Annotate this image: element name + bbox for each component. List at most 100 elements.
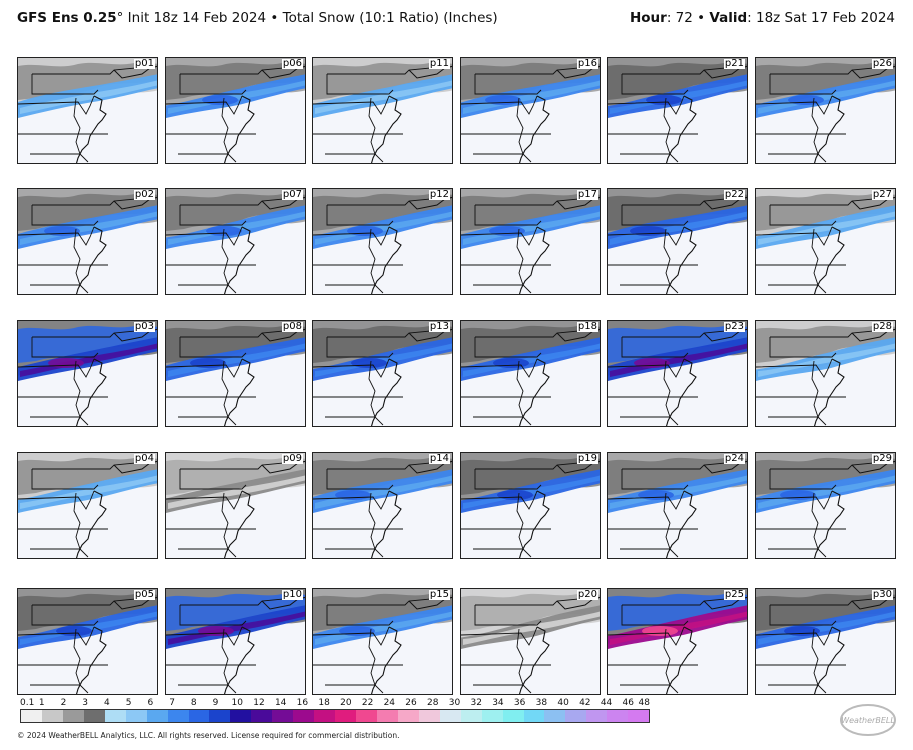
state-borders xyxy=(608,190,747,294)
snow-band-core xyxy=(463,80,600,114)
colorbar-swatch xyxy=(523,710,545,722)
member-panel-p30: p30 xyxy=(755,588,896,695)
member-label: p30 xyxy=(871,589,893,600)
colorbar-tick-label: 2 xyxy=(60,698,67,708)
map-title: GFS Ens 0.25° Init 18z 14 Feb 2024 • Tot… xyxy=(17,10,498,26)
snow-field-mid xyxy=(461,193,600,231)
member-panel-p05: p05 xyxy=(17,588,158,695)
colorbar-tick-label: 48 xyxy=(638,698,650,708)
snow-field-mid xyxy=(756,193,895,231)
snow-map-p26 xyxy=(756,58,895,163)
member-panel-p20: p20 xyxy=(460,588,601,695)
snow-max xyxy=(190,358,226,368)
snow-map-p17 xyxy=(461,189,600,294)
snow-field-mid xyxy=(756,457,895,495)
snow-map-p21 xyxy=(608,58,747,163)
colorbar-swatch xyxy=(586,710,608,722)
member-panel-p08: p08 xyxy=(165,320,306,427)
snow-field-mid xyxy=(18,62,157,100)
snow-field-mid xyxy=(18,193,157,231)
member-panel-p01: p01 xyxy=(17,57,158,164)
member-panel-p04: p04 xyxy=(17,452,158,559)
colorbar-tick-label: 10 xyxy=(231,698,243,708)
colorbar-swatch xyxy=(544,710,566,722)
member-panel-p07: p07 xyxy=(165,188,306,295)
snow-field-mid xyxy=(166,325,305,363)
snow-field-mid xyxy=(608,62,747,100)
colorbar-tick-label: 34 xyxy=(492,698,504,708)
member-label: p11 xyxy=(428,58,450,69)
snow-map-p16 xyxy=(461,58,600,163)
snow-field-mid xyxy=(313,62,452,100)
snow-band-core xyxy=(758,211,895,245)
snow-map-p11 xyxy=(313,58,452,163)
snow-band-core xyxy=(315,475,452,509)
snow-map-p18 xyxy=(461,321,600,426)
snow-band-core xyxy=(315,211,452,245)
snow-max xyxy=(198,626,234,636)
snow-field-mid xyxy=(18,593,157,631)
snow-field-mid xyxy=(461,457,600,495)
snow-band-core xyxy=(168,343,305,377)
member-label: p27 xyxy=(871,189,893,200)
member-label: p25 xyxy=(723,589,745,600)
member-panel-p15: p15 xyxy=(312,588,453,695)
snow-field-mid xyxy=(461,593,600,631)
colorbar-tick-label: 1 xyxy=(38,698,45,708)
member-label: p16 xyxy=(576,58,598,69)
member-label: p02 xyxy=(133,189,155,200)
hour-value: : 72 xyxy=(666,10,693,26)
snow-band-core xyxy=(463,611,600,645)
member-label: p15 xyxy=(428,589,450,600)
member-label: p01 xyxy=(133,58,155,69)
snow-map-p03 xyxy=(18,321,157,426)
member-label: p28 xyxy=(871,321,893,332)
snow-field-mid xyxy=(166,62,305,100)
colorbar-swatch xyxy=(565,710,587,722)
snow-field-mid xyxy=(313,593,452,631)
model-name: GFS Ens 0.25 xyxy=(17,10,117,26)
snow-band-core xyxy=(20,475,157,509)
snow-field-mid xyxy=(166,593,305,631)
member-panel-p28: p28 xyxy=(755,320,896,427)
hour-label: Hour xyxy=(629,10,667,26)
snow-map-p09 xyxy=(166,453,305,558)
member-label: p23 xyxy=(723,321,745,332)
snow-max xyxy=(788,95,824,105)
member-panel-p12: p12 xyxy=(312,188,453,295)
valid-value: : 18z Sat 17 Feb 2024 xyxy=(747,10,895,26)
member-label: p18 xyxy=(576,321,598,332)
snow-map-p25 xyxy=(608,589,747,694)
member-label: p05 xyxy=(133,589,155,600)
degree-symbol: ° xyxy=(116,10,124,26)
snow-max xyxy=(642,626,678,636)
snow-field-mid xyxy=(608,325,747,363)
snow-band-core xyxy=(610,475,747,509)
member-panel-p16: p16 xyxy=(460,57,601,164)
snow-max xyxy=(339,626,375,636)
colorbar-swatch xyxy=(230,710,252,722)
colorbar-tick-label: 36 xyxy=(513,698,526,708)
colorbar-tick-label: 12 xyxy=(253,698,265,708)
colorbar-tick-label: 14 xyxy=(274,698,287,708)
snow-field-mid xyxy=(461,325,600,363)
member-panel-p03: p03 xyxy=(17,320,158,427)
member-label: p24 xyxy=(723,453,745,464)
snow-field-mid xyxy=(608,457,747,495)
member-panel-p02: p02 xyxy=(17,188,158,295)
snow-map-p29 xyxy=(756,453,895,558)
snow-field-mid xyxy=(461,62,600,100)
snow-max xyxy=(351,358,387,368)
member-panel-p29: p29 xyxy=(755,452,896,559)
member-panel-p17: p17 xyxy=(460,188,601,295)
colorbar-tick-label: 0.1 xyxy=(20,698,35,708)
snow-field-mid xyxy=(313,193,452,231)
colorbar-tick-label: 24 xyxy=(383,698,396,708)
snow-map-p05 xyxy=(18,589,157,694)
snow-map-p06 xyxy=(166,58,305,163)
snow-band-core xyxy=(20,211,157,245)
colorbar-swatch xyxy=(314,710,336,722)
colorbar-tick-label: 3 xyxy=(82,698,89,708)
snow-band-core xyxy=(463,343,600,377)
member-label: p20 xyxy=(576,589,598,600)
